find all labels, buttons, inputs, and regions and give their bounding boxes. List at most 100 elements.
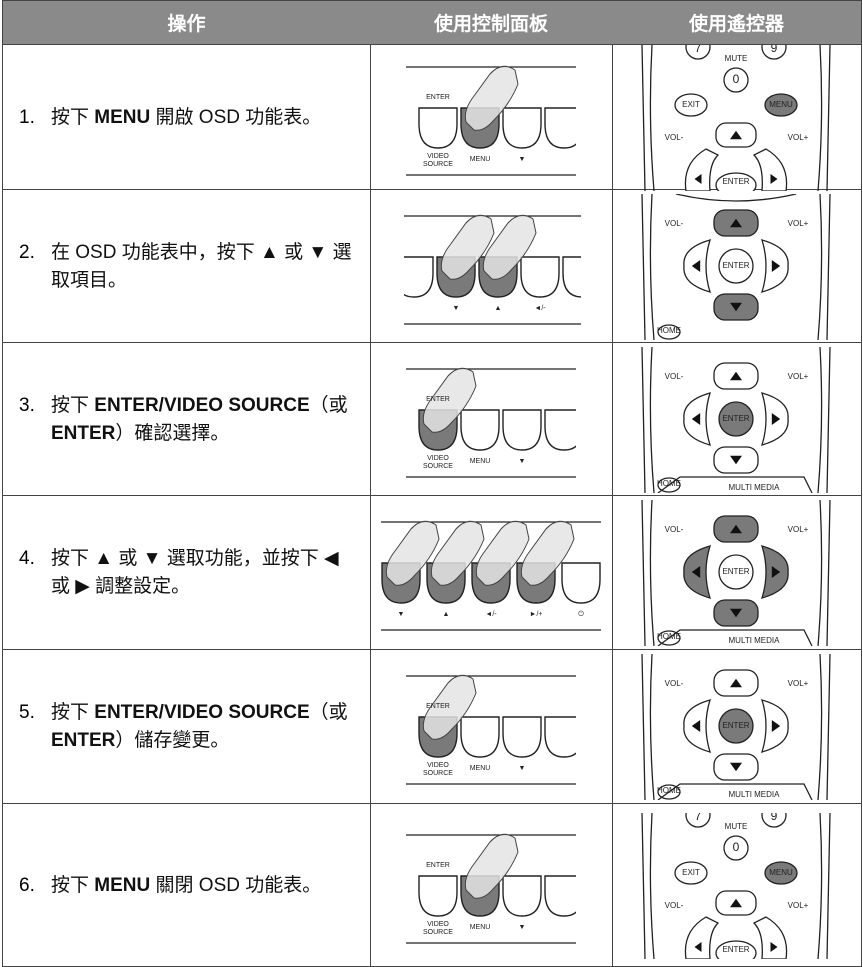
remote-button: [761, 812, 787, 828]
panel-cell: ENTER VIDEO SOURCE MENU ▼: [370, 45, 613, 190]
text-segment: ENTER: [51, 730, 116, 751]
remote-outline: [817, 812, 823, 959]
remote-outline: [649, 654, 655, 800]
remote-label: MUTE: [725, 54, 748, 63]
panel-button: [544, 106, 576, 149]
remote-outline: [641, 812, 646, 959]
remote-illustration: MUTE 0 EXIT MENU VOL- VOL+ ENTER 7 9: [641, 812, 831, 959]
panel-label: ▼: [519, 765, 526, 772]
panel-cell: ENTER VIDEO SOURCE MENU ▼: [370, 343, 613, 496]
text-segment: 在 OSD 功能表中，按下 ▲ 或 ▼ 選取項目。: [51, 241, 352, 291]
remote-cell: MUTE 0 EXIT MENU VOL- VOL+ ENTER 7 9: [612, 804, 862, 967]
remote-label: VOL-: [665, 525, 684, 534]
remote-label: HOME: [657, 326, 681, 335]
step-number: 2.: [19, 241, 35, 263]
arrow-icon: [730, 678, 742, 688]
arrow-icon: [730, 371, 742, 380]
remote-outline: [817, 193, 823, 340]
remote-label: ENTER: [722, 945, 749, 954]
remote-cell: VOL- VOL+ ENTER HOME: [612, 190, 862, 343]
remote-outline: [641, 44, 646, 191]
panel-label: ▼: [519, 457, 526, 464]
panel-cell: ENTER VIDEO SOURCE MENU ▼: [370, 650, 613, 804]
panel-group: [406, 65, 576, 176]
text-segment: 關閉 OSD 功能表。: [150, 874, 322, 896]
header-cell: 操作: [2, 0, 371, 45]
panel-button: [460, 716, 500, 758]
remote-outline: [649, 346, 655, 493]
arrow-icon: [770, 173, 778, 184]
remote-label: MULTI MEDIA: [729, 636, 781, 645]
panel-group: [381, 520, 601, 631]
step-text: 按下 MENU 開啟 OSD 功能表。: [51, 104, 356, 132]
panel-group: [406, 833, 576, 944]
step-cell: 4. 按下 ▲ 或 ▼ 選取功能，並按下 ◀ 或 ▶ 調整設定。: [2, 496, 371, 650]
text-segment: 開啟 OSD 功能表。: [150, 106, 322, 128]
panel-button: [544, 716, 576, 758]
remote-outline: [826, 346, 831, 493]
panel-button: [502, 408, 542, 451]
arrow-icon: [694, 941, 702, 952]
arrow-icon: [691, 566, 701, 578]
remote-outline: [641, 654, 646, 800]
text-segment: 按下 ▲ 或 ▼ 選取功能，並按下 ◀ 或 ▶ 調整設定。: [51, 548, 339, 597]
text-segment: MENU: [94, 874, 151, 896]
step-text: 在 OSD 功能表中，按下 ▲ 或 ▼ 選取項目。: [51, 239, 356, 295]
remote-label: 9: [771, 45, 778, 55]
remote-label: MENU: [769, 100, 793, 109]
remote-label: VOL+: [788, 901, 809, 910]
panel-label: ENTER: [426, 395, 450, 402]
text-segment: 按下: [51, 106, 95, 128]
remote-button: [657, 475, 813, 493]
remote-cell: MUTE 0 EXIT MENU VOL- VOL+ ENTER 7 9: [612, 44, 862, 191]
arrow-icon: [730, 524, 742, 534]
header-cell: 使用遙控器: [612, 0, 862, 45]
panel-button: [520, 255, 560, 298]
arrow-icon: [771, 259, 781, 272]
remote-label: 7: [695, 45, 702, 55]
remote-button: [675, 193, 797, 202]
step-text: 按下 MENU 關閉 OSD 功能表。: [51, 872, 356, 900]
panel-button: [404, 255, 434, 298]
text-segment: 按下: [51, 874, 95, 896]
panel-button: [460, 408, 500, 451]
panel-label: VIDEO: [427, 152, 449, 159]
remote-label: MENU: [769, 868, 793, 877]
panel-label: ▲: [443, 611, 450, 618]
panel-button: [561, 562, 601, 604]
remote-outline: [817, 346, 823, 493]
remote-button: [764, 860, 798, 885]
panel-label: VIDEO: [427, 454, 449, 461]
remote-button: [761, 44, 787, 60]
arrow-icon: [730, 762, 742, 772]
arrow-icon: [771, 566, 781, 578]
panel-label: VIDEO: [427, 920, 449, 927]
step-text: 按下 ▲ 或 ▼ 選取功能，並按下 ◀ 或 ▶ 調整設定。: [51, 545, 356, 601]
panel-button: [544, 408, 576, 451]
remote-button: [684, 147, 720, 191]
panel-label: ◄/-: [485, 611, 497, 618]
remote-label: VOL-: [665, 901, 684, 910]
text-segment: （或: [309, 394, 348, 416]
remote-button: [657, 323, 681, 340]
arrow-icon: [771, 720, 781, 732]
remote-button: [715, 171, 757, 191]
panel-label: ENTER: [426, 703, 450, 710]
remote-label: HOME: [657, 632, 681, 641]
remote-label: EXIT: [682, 100, 700, 109]
remote-label: HOME: [657, 786, 681, 795]
panel-button: [418, 874, 458, 917]
remote-label: MUTE: [725, 822, 748, 831]
text-segment: ENTER/VIDEO SOURCE: [94, 394, 310, 416]
remote-outline: [649, 812, 655, 959]
remote-outline: [649, 44, 655, 191]
step-number: 3.: [19, 394, 35, 416]
panel-button: [502, 716, 542, 758]
panel-label: MENU: [470, 765, 491, 772]
remote-outline: [641, 500, 646, 646]
arrow-icon: [691, 412, 701, 425]
remote-button: [764, 92, 798, 117]
remote-label: HOME: [657, 479, 681, 488]
